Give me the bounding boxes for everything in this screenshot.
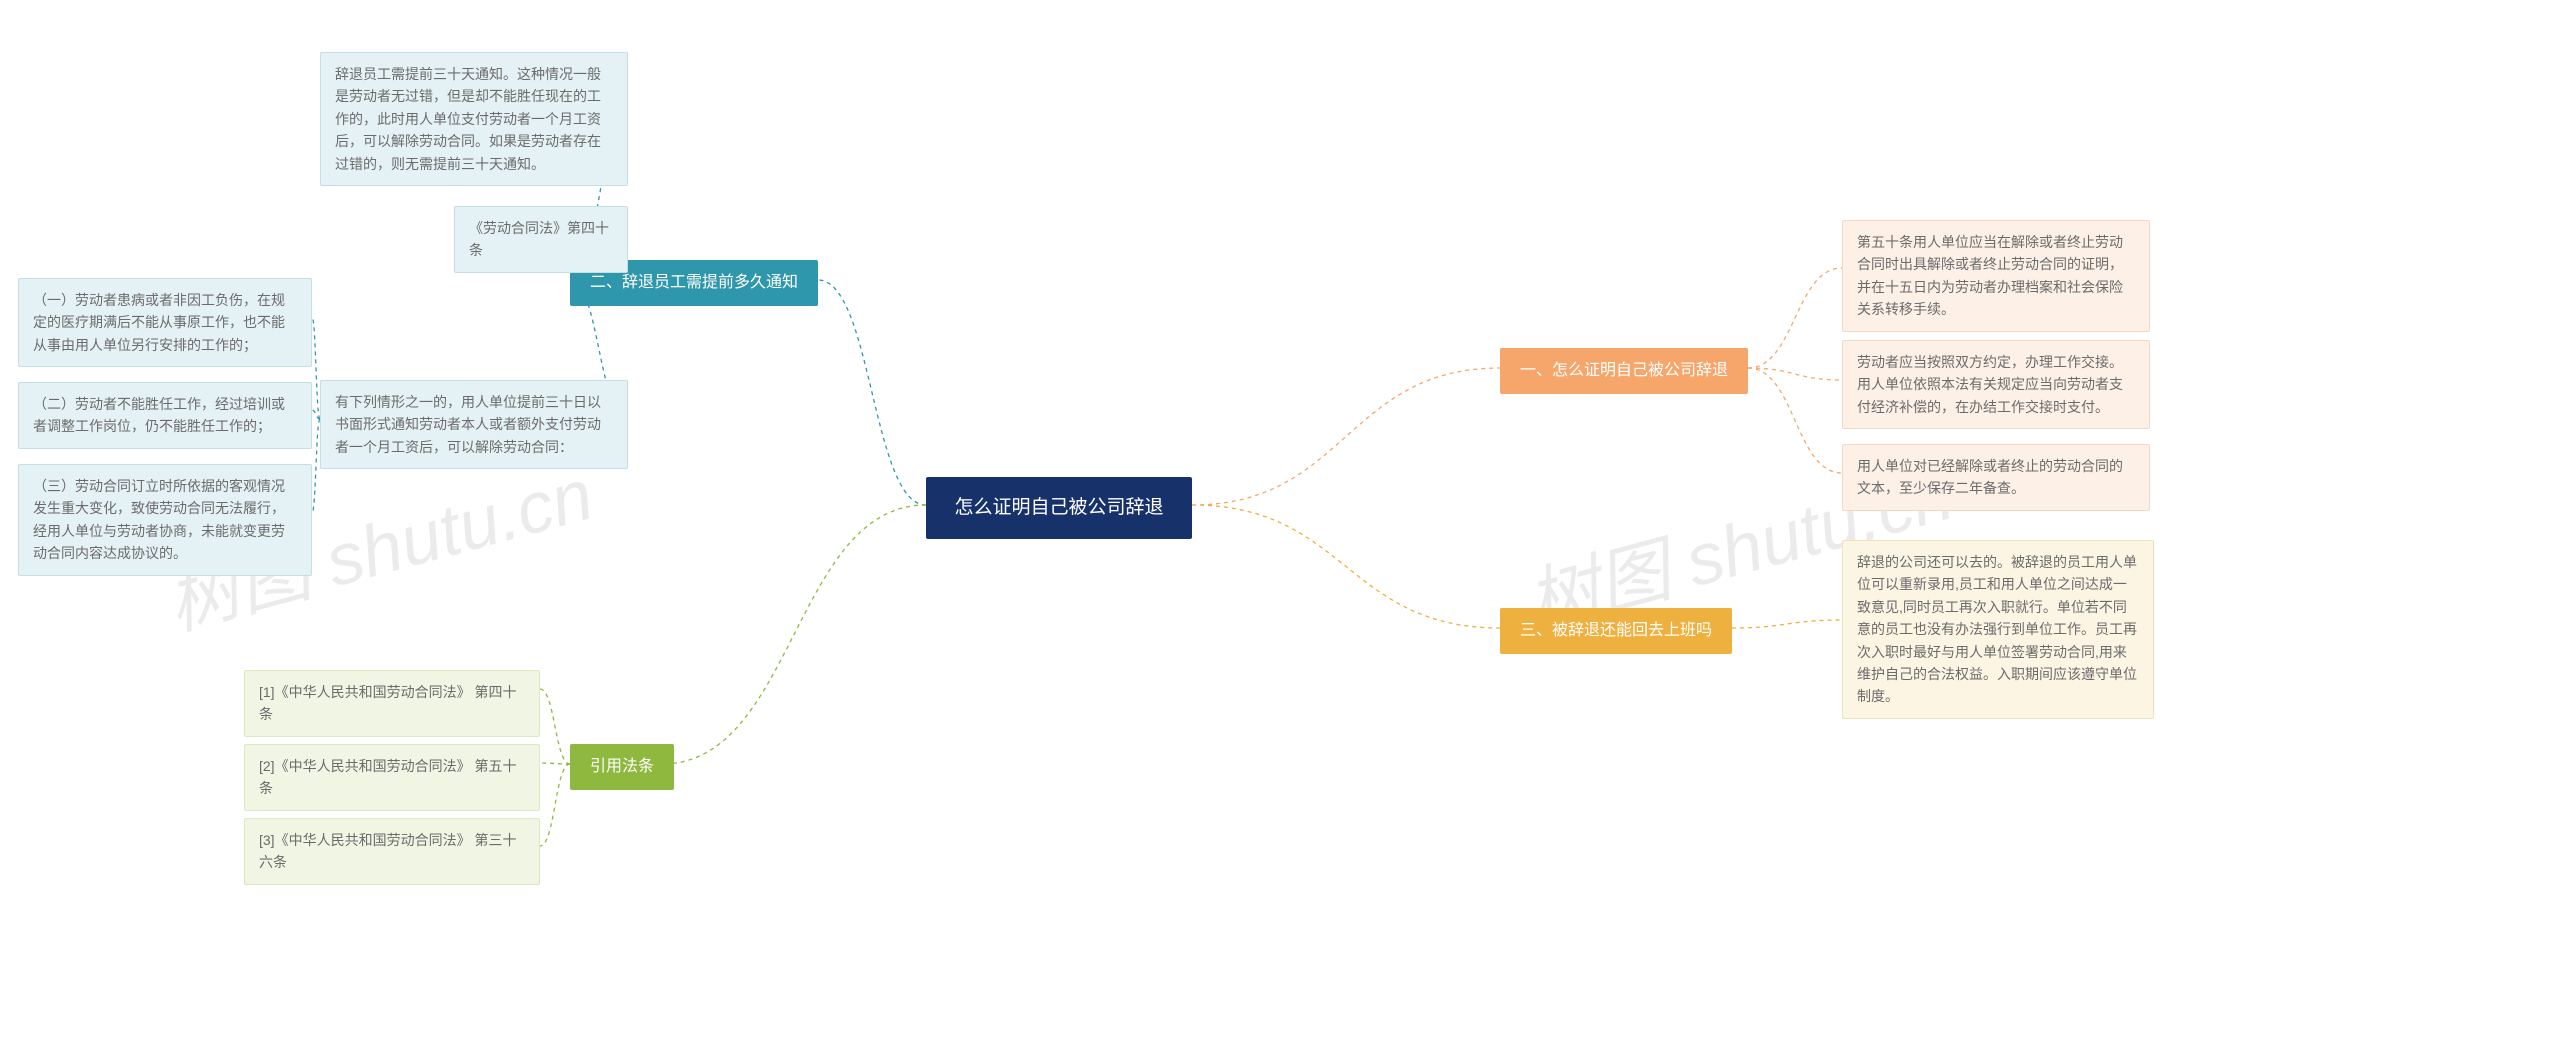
branch-2-leaf-2-2: （三）劳动合同订立时所依据的客观情况发生重大变化，致使劳动合同无法履行，经用人单… bbox=[18, 464, 312, 576]
branch-1-leaf-1: 劳动者应当按照双方约定，办理工作交接。用人单位依照本法有关规定应当向劳动者支付经… bbox=[1842, 340, 2150, 429]
branch-1-leaf-0: 第五十条用人单位应当在解除或者终止劳动合同时出具解除或者终止劳动合同的证明，并在… bbox=[1842, 220, 2150, 332]
root-node: 怎么证明自己被公司辞退 bbox=[926, 477, 1192, 539]
branch-4-leaf-1: [2]《中华人民共和国劳动合同法》 第五十条 bbox=[244, 744, 540, 811]
branch-2-leaf-1: 《劳动合同法》第四十条 bbox=[454, 206, 628, 273]
branch-2-leaf-0: 辞退员工需提前三十天通知。这种情况一般是劳动者无过错，但是却不能胜任现在的工作的… bbox=[320, 52, 628, 186]
branch-3: 三、被辞退还能回去上班吗 bbox=[1500, 608, 1732, 654]
branch-2-leaf-2-1: （二）劳动者不能胜任工作，经过培训或者调整工作岗位，仍不能胜任工作的； bbox=[18, 382, 312, 449]
branch-1-leaf-2: 用人单位对已经解除或者终止的劳动合同的文本，至少保存二年备查。 bbox=[1842, 444, 2150, 511]
branch-2-leaf-2: 有下列情形之一的，用人单位提前三十日以书面形式通知劳动者本人或者额外支付劳动者一… bbox=[320, 380, 628, 469]
branch-4: 引用法条 bbox=[570, 744, 674, 790]
branch-2-leaf-2-0: （一）劳动者患病或者非因工负伤，在规定的医疗期满后不能从事原工作，也不能从事由用… bbox=[18, 278, 312, 367]
branch-3-leaf-0: 辞退的公司还可以去的。被辞退的员工用人单位可以重新录用,员工和用人单位之间达成一… bbox=[1842, 540, 2154, 719]
branch-4-leaf-0: [1]《中华人民共和国劳动合同法》 第四十条 bbox=[244, 670, 540, 737]
branch-4-leaf-2: [3]《中华人民共和国劳动合同法》 第三十六条 bbox=[244, 818, 540, 885]
branch-1: 一、怎么证明自己被公司辞退 bbox=[1500, 348, 1748, 394]
